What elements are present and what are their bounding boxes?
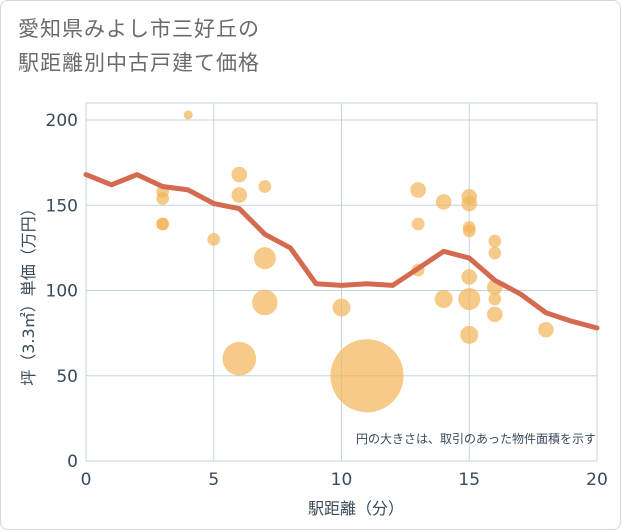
- data-bubble: [156, 217, 170, 231]
- data-bubble: [231, 166, 248, 183]
- data-bubble: [252, 289, 278, 316]
- data-bubble: [410, 182, 426, 198]
- data-bubble: [411, 217, 425, 231]
- y-tick-label: 0: [67, 452, 78, 472]
- data-bubble: [487, 306, 503, 323]
- chart-title-line-2: 駅距離別中古戸建て価格: [18, 51, 260, 75]
- data-bubble: [222, 341, 257, 376]
- size-note: 円の大きさは、取引のあった物件面積を示す: [356, 431, 596, 446]
- trend-line-layer: [83, 172, 600, 331]
- grid-lines: [85, 102, 598, 462]
- data-bubble: [460, 325, 479, 344]
- data-bubble: [183, 110, 193, 120]
- data-bubble: [461, 195, 478, 212]
- data-bubble: [332, 298, 351, 317]
- data-bubble: [156, 192, 170, 205]
- y-tick-label: 50: [56, 367, 78, 387]
- data-bubble: [253, 247, 276, 270]
- data-bubble: [538, 321, 554, 338]
- data-bubble: [461, 269, 478, 285]
- y-axis-label: 坪（3.3㎡）単価（万円）: [19, 200, 38, 385]
- bubble-layer: [156, 110, 554, 413]
- data-bubble: [488, 292, 502, 306]
- data-bubble: [458, 288, 481, 311]
- data-bubble: [231, 187, 248, 203]
- x-tick-label: 0: [81, 470, 92, 490]
- data-bubble: [488, 234, 502, 248]
- data-bubble: [462, 224, 476, 238]
- data-bubble: [207, 233, 221, 246]
- y-tick-label: 200: [46, 111, 78, 131]
- x-axis-label: 駅距離（分）: [308, 499, 404, 518]
- data-bubble: [258, 180, 272, 193]
- y-tick-label: 100: [46, 282, 78, 302]
- data-bubble: [330, 339, 404, 413]
- data-bubble: [488, 246, 502, 260]
- data-bubble: [434, 290, 453, 309]
- y-tick-label: 150: [46, 196, 78, 216]
- trend-line: [83, 172, 600, 331]
- chart-title: 愛知県みよし市三好丘の 駅距離別中古戸建て価格: [18, 12, 260, 80]
- x-tick-label: 15: [458, 470, 480, 490]
- x-tick-label: 20: [586, 470, 608, 490]
- x-tick-label: 5: [208, 470, 219, 490]
- data-bubble: [435, 194, 452, 210]
- x-tick-label: 10: [331, 470, 353, 490]
- chart-title-line-1: 愛知県みよし市三好丘の: [18, 17, 260, 41]
